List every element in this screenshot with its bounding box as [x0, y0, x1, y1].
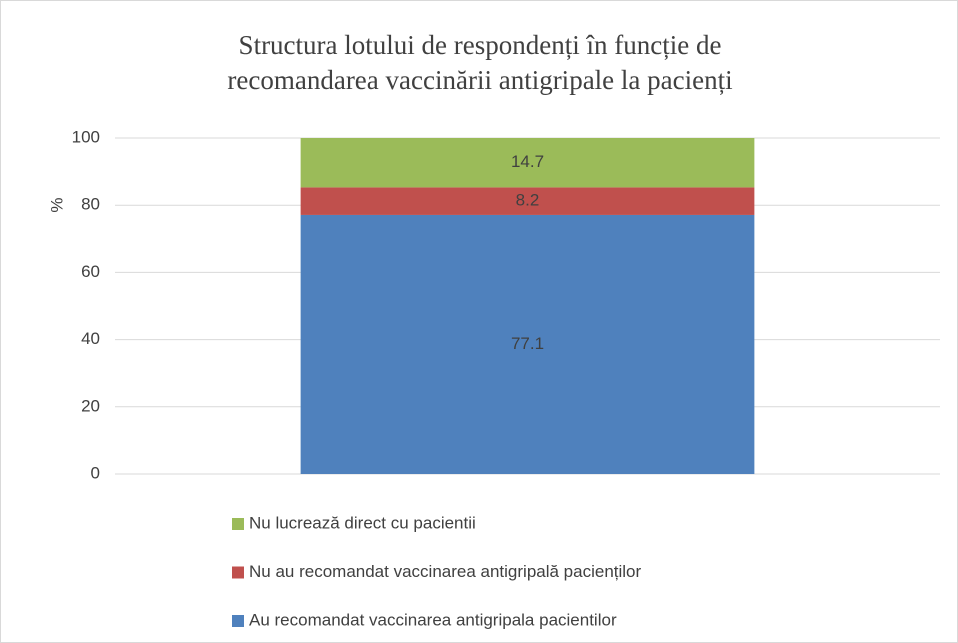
bar-segment [300, 138, 755, 188]
data-label: 14.7 [511, 152, 544, 171]
legend-label: Nu au recomandat vaccinarea antigripală … [249, 562, 642, 581]
y-tick-label: 20 [81, 396, 100, 415]
y-tick-label: 100 [72, 127, 100, 146]
y-tick-label: 80 [81, 195, 100, 214]
bar-segment [300, 214, 755, 474]
legend-swatch [232, 566, 244, 579]
y-tick-label: 40 [81, 329, 100, 348]
legend-label: Nu lucrează direct cu pacientii [249, 513, 476, 532]
chart-title: Structura lotului de respondenți în func… [227, 30, 733, 95]
legend-swatch [232, 518, 244, 530]
data-label: 8.2 [516, 191, 540, 210]
legend-label: Au recomandat vaccinarea antigripala pac… [249, 610, 617, 629]
y-tick-label: 0 [91, 463, 100, 482]
legend-swatch [232, 615, 244, 627]
y-tick-label: 60 [81, 262, 100, 281]
y-axis-label: % [47, 197, 66, 212]
data-label: 77.1 [511, 334, 544, 353]
bar-segment [300, 187, 755, 215]
